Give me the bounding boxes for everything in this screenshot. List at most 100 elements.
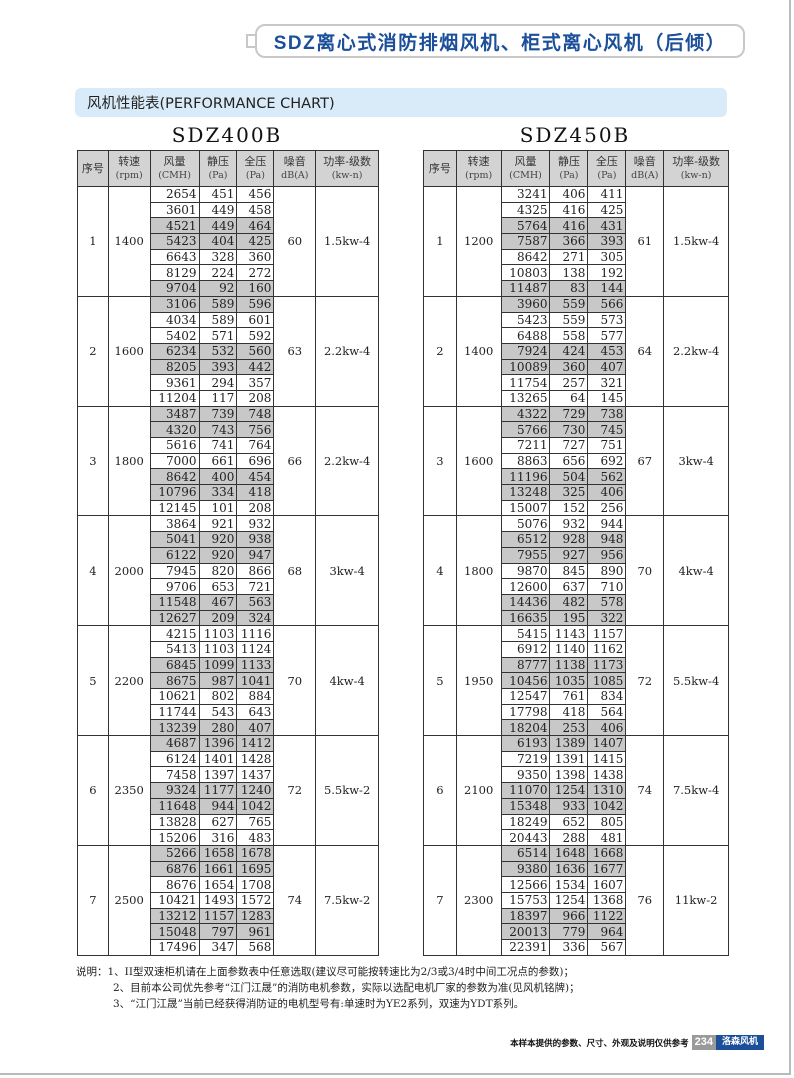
column-unit: (Pa) xyxy=(208,169,228,181)
cell-airflow: 14436 xyxy=(500,593,551,611)
cell-static-pressure: 743 xyxy=(198,421,238,438)
cell-airflow: 18397 xyxy=(500,907,551,925)
cell-total-pressure: 208 xyxy=(236,389,275,407)
cell-total-pressure: 560 xyxy=(236,342,275,360)
cell-airflow: 4215 xyxy=(149,625,200,642)
cell-serial-no: 5 xyxy=(77,625,109,737)
table-row: 12566 1534 1607 xyxy=(424,876,729,893)
cell-static-pressure: 1648 xyxy=(549,844,589,862)
column-label: 功率-级数 xyxy=(672,154,720,168)
cell-total-pressure: 884 xyxy=(236,688,275,705)
cell-total-pressure: 710 xyxy=(587,578,627,595)
cell-airflow: 3106 xyxy=(149,295,200,313)
cell-noise: 76 xyxy=(625,844,665,956)
table-row: 10421 1493 1572 xyxy=(78,891,379,909)
cell-total-pressure: 1412 xyxy=(236,735,275,752)
cell-total-pressure: 756 xyxy=(236,421,275,438)
table-row: 18249 652 805 xyxy=(424,813,729,831)
cell-airflow: 8863 xyxy=(500,452,551,470)
cell-total-pressure: 1133 xyxy=(236,656,275,674)
note-item: 1、II型双速柜机请在上面参数表中任意选取(建议尽可能按转速比为2/3或3/4时… xyxy=(107,966,574,978)
table-row: 5764 416 431 xyxy=(424,217,729,235)
table-row: 6845 1099 1133 xyxy=(78,656,379,674)
cell-static-pressure: 987 xyxy=(198,672,238,689)
cell-static-pressure: 1658 xyxy=(198,844,238,862)
table-row: 11548 467 563 xyxy=(78,593,379,611)
cell-static-pressure: 589 xyxy=(198,295,238,313)
cell-total-pressure: 956 xyxy=(587,546,627,564)
column-label: 转速 xyxy=(118,154,141,168)
cell-static-pressure: 360 xyxy=(549,358,589,376)
cell-serial-no: 2 xyxy=(77,295,109,407)
model-title-sdz400b: SDZ400B xyxy=(171,123,283,147)
cell-static-pressure: 1534 xyxy=(549,876,589,893)
cell-total-pressure: 738 xyxy=(587,405,627,423)
cell-static-pressure: 920 xyxy=(198,531,238,548)
cell-total-pressure: 425 xyxy=(587,201,627,219)
cell-noise: 74 xyxy=(625,735,665,846)
cell-power: 2.2kw-4 xyxy=(315,405,379,517)
cell-total-pressure: 406 xyxy=(587,719,627,737)
table-row: 5423 404 425 xyxy=(78,233,379,250)
cell-total-pressure: 751 xyxy=(587,437,627,454)
table-row: 15048 797 961 xyxy=(78,923,379,940)
cell-airflow: 9706 xyxy=(149,578,200,595)
table-row: 15007 152 256 xyxy=(424,499,729,517)
table-row: 13828 627 765 xyxy=(78,813,379,831)
table-row: 11070 1254 1310 xyxy=(424,782,729,799)
cell-static-pressure: 393 xyxy=(198,358,238,376)
cell-airflow: 4034 xyxy=(149,311,200,329)
cell-total-pressure: 1042 xyxy=(587,797,627,815)
cell-total-pressure: 566 xyxy=(587,295,627,313)
cell-airflow: 7587 xyxy=(500,233,551,250)
cell-airflow: 3601 xyxy=(149,201,200,219)
cell-static-pressure: 589 xyxy=(198,311,238,329)
cell-total-pressure: 393 xyxy=(587,233,627,250)
cell-static-pressure: 730 xyxy=(549,421,589,438)
performance-table-sdz400b: 序号 转速 (rpm) 风量 (CMH) 静压 (Pa) 全压 (Pa) 噪音 dB(A) 功率-级数… xyxy=(77,150,379,956)
cell-total-pressure: 564 xyxy=(587,703,627,721)
table-row: 15348 933 1042 xyxy=(424,797,729,815)
cell-total-pressure: 1607 xyxy=(587,876,627,893)
cell-total-pressure: 321 xyxy=(587,374,627,391)
cell-static-pressure: 729 xyxy=(549,405,589,423)
cell-airflow: 5766 xyxy=(500,421,551,438)
table-row: 4 2000 3864 921 932 68 3kw-4 xyxy=(77,515,379,627)
cell-total-pressure: 696 xyxy=(236,452,275,470)
cell-total-pressure: 208 xyxy=(236,499,275,517)
cell-power: 5.5kw-2 xyxy=(315,735,379,846)
cell-airflow: 7219 xyxy=(500,750,551,768)
cell-total-pressure: 456 xyxy=(236,186,275,203)
table-row: 4034 589 601 xyxy=(78,311,379,329)
cell-noise: 63 xyxy=(273,295,317,407)
cell-noise: 68 xyxy=(273,515,317,627)
cell-static-pressure: 932 xyxy=(549,515,589,533)
cell-airflow: 13239 xyxy=(149,719,200,737)
table-row: 17798 418 564 xyxy=(424,703,729,721)
column-unit: (kw-n) xyxy=(331,169,363,181)
cell-static-pressure: 1103 xyxy=(198,640,238,658)
cell-total-pressure: 1368 xyxy=(587,891,627,909)
cell-total-pressure: 563 xyxy=(236,593,275,611)
cell-total-pressure: 458 xyxy=(236,201,275,219)
cell-airflow: 5402 xyxy=(149,327,200,344)
cell-serial-no: 1 xyxy=(77,186,109,297)
cell-static-pressure: 532 xyxy=(198,342,238,360)
cell-static-pressure: 253 xyxy=(549,719,589,737)
cell-total-pressure: 407 xyxy=(587,358,627,376)
cell-static-pressure: 64 xyxy=(549,389,589,407)
cell-total-pressure: 1122 xyxy=(587,907,627,925)
cell-airflow: 3241 xyxy=(500,186,551,203)
cell-total-pressure: 765 xyxy=(236,813,275,831)
cell-power: 1.5kw-4 xyxy=(315,186,379,297)
table-row: 18204 253 406 xyxy=(424,719,729,737)
footer: 本样本提供的参数、尺寸、外观及说明仅供参考 234 洛森风机 xyxy=(510,1035,764,1050)
cell-static-pressure: 1254 xyxy=(549,782,589,799)
cell-airflow: 17798 xyxy=(500,703,551,721)
table-row: 6912 1140 1162 xyxy=(424,640,729,658)
cell-airflow: 7924 xyxy=(500,342,551,360)
cell-airflow: 7000 xyxy=(149,452,200,470)
table-row: 9361 294 357 xyxy=(78,374,379,391)
cell-static-pressure: 451 xyxy=(198,186,238,203)
cell-airflow: 12566 xyxy=(500,876,551,893)
